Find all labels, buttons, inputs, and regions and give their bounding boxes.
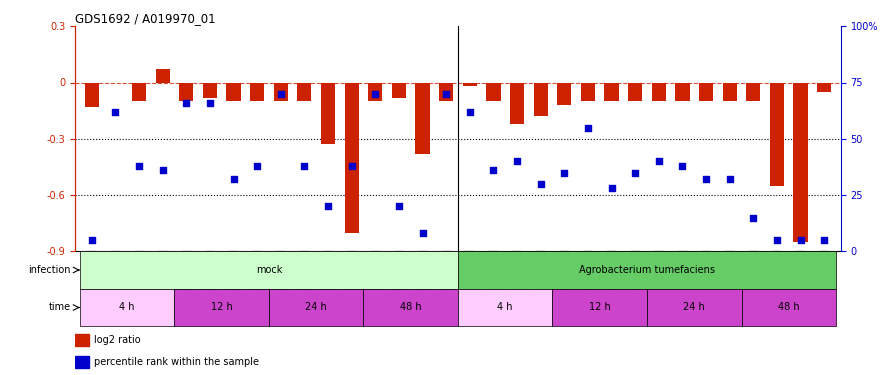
Bar: [392, 82, 406, 98]
Bar: [770, 82, 784, 186]
Point: [487, 167, 501, 173]
Bar: [581, 82, 595, 101]
Bar: [132, 82, 146, 101]
Bar: [723, 82, 737, 101]
Point: [156, 167, 170, 173]
Bar: [80, 289, 174, 326]
Bar: [510, 82, 524, 124]
Text: GDS1692 / A019970_01: GDS1692 / A019970_01: [75, 12, 216, 25]
Bar: [534, 82, 548, 116]
Bar: [746, 82, 760, 101]
Point: [770, 237, 784, 243]
Point: [651, 158, 666, 164]
Bar: [156, 69, 170, 82]
Text: 48 h: 48 h: [400, 303, 421, 312]
Point: [415, 230, 429, 236]
Point: [368, 91, 382, 97]
Point: [558, 170, 572, 176]
Text: mock: mock: [256, 265, 282, 275]
Text: Agrobacterium tumefaciens: Agrobacterium tumefaciens: [579, 265, 715, 275]
Text: infection: infection: [28, 265, 71, 275]
Bar: [651, 82, 666, 101]
Bar: [368, 82, 382, 101]
Bar: [552, 289, 647, 326]
Point: [723, 176, 737, 182]
Point: [250, 163, 265, 169]
Text: 48 h: 48 h: [778, 303, 799, 312]
Point: [108, 109, 122, 115]
Text: log2 ratio: log2 ratio: [95, 335, 141, 345]
Point: [439, 91, 453, 97]
Bar: [628, 82, 643, 101]
Point: [297, 163, 312, 169]
Bar: [458, 251, 836, 289]
Point: [179, 100, 193, 106]
Bar: [85, 82, 99, 107]
Point: [817, 237, 831, 243]
Bar: [269, 289, 364, 326]
Point: [699, 176, 713, 182]
Bar: [179, 82, 193, 101]
Bar: [647, 289, 742, 326]
Bar: [415, 82, 429, 154]
Point: [628, 170, 643, 176]
Text: percentile rank within the sample: percentile rank within the sample: [95, 357, 259, 367]
Bar: [817, 82, 831, 92]
Bar: [321, 82, 335, 144]
Bar: [699, 82, 713, 101]
Point: [392, 203, 406, 209]
Bar: [75, 334, 89, 346]
Bar: [439, 82, 453, 101]
Point: [675, 163, 689, 169]
Text: 12 h: 12 h: [211, 303, 233, 312]
Point: [132, 163, 146, 169]
Text: 4 h: 4 h: [119, 303, 135, 312]
Point: [534, 181, 548, 187]
Bar: [794, 82, 808, 242]
Point: [604, 185, 619, 191]
Bar: [487, 82, 501, 101]
Point: [203, 100, 217, 106]
Bar: [174, 289, 269, 326]
Point: [463, 109, 477, 115]
Point: [510, 158, 524, 164]
Point: [344, 163, 358, 169]
Bar: [227, 82, 241, 101]
Bar: [297, 82, 312, 101]
Point: [581, 124, 595, 130]
Bar: [675, 82, 689, 101]
Bar: [458, 289, 552, 326]
Text: 24 h: 24 h: [683, 303, 705, 312]
Point: [85, 237, 99, 243]
Point: [794, 237, 808, 243]
Point: [273, 91, 288, 97]
Bar: [604, 82, 619, 101]
Bar: [344, 82, 358, 232]
Bar: [250, 82, 265, 101]
Text: 4 h: 4 h: [497, 303, 513, 312]
Point: [321, 203, 335, 209]
Bar: [742, 289, 836, 326]
Bar: [463, 82, 477, 86]
Bar: [75, 356, 89, 368]
Bar: [364, 289, 458, 326]
Text: time: time: [49, 303, 71, 312]
Point: [227, 176, 241, 182]
Bar: [80, 251, 458, 289]
Text: 12 h: 12 h: [589, 303, 611, 312]
Bar: [558, 82, 572, 105]
Bar: [273, 82, 288, 101]
Point: [746, 214, 760, 220]
Bar: [203, 82, 217, 98]
Text: 24 h: 24 h: [305, 303, 327, 312]
